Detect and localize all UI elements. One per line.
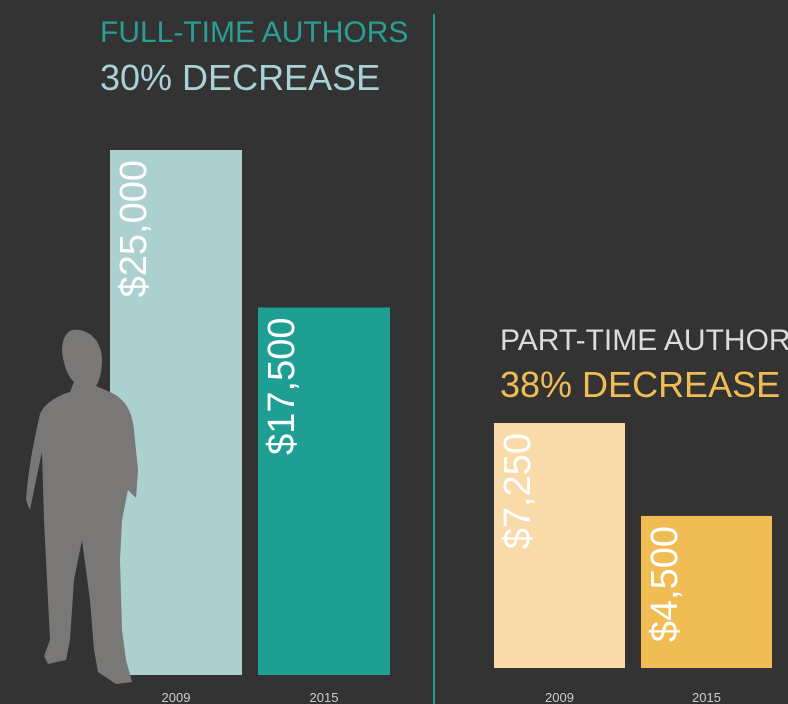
bar xyxy=(258,307,390,675)
x-tick-label: 2015 xyxy=(310,690,339,704)
person-silhouette xyxy=(26,329,138,684)
x-tick-label: 2015 xyxy=(692,690,721,704)
bars: $25,000 2009 $17,500 2015 $7,250 2009 $4,500 20… xyxy=(110,150,772,704)
chart-title: FULL-TIME AUTHORS xyxy=(100,16,408,49)
value-label: $25,000 xyxy=(113,160,155,297)
bar xyxy=(494,423,625,668)
bar xyxy=(641,515,772,668)
value-label: $17,500 xyxy=(261,318,303,455)
chart-title: PART-TIME AUTHORS xyxy=(500,324,788,357)
chart-subtitle: 38% DECREASE xyxy=(500,364,780,405)
bar xyxy=(110,150,242,675)
value-label: $7,250 xyxy=(497,433,539,549)
x-tick-label: 2009 xyxy=(545,690,574,704)
x-tick-label: 2009 xyxy=(162,690,191,704)
chart-subtitle: 30% DECREASE xyxy=(100,57,380,98)
value-label: $4,500 xyxy=(644,526,686,642)
